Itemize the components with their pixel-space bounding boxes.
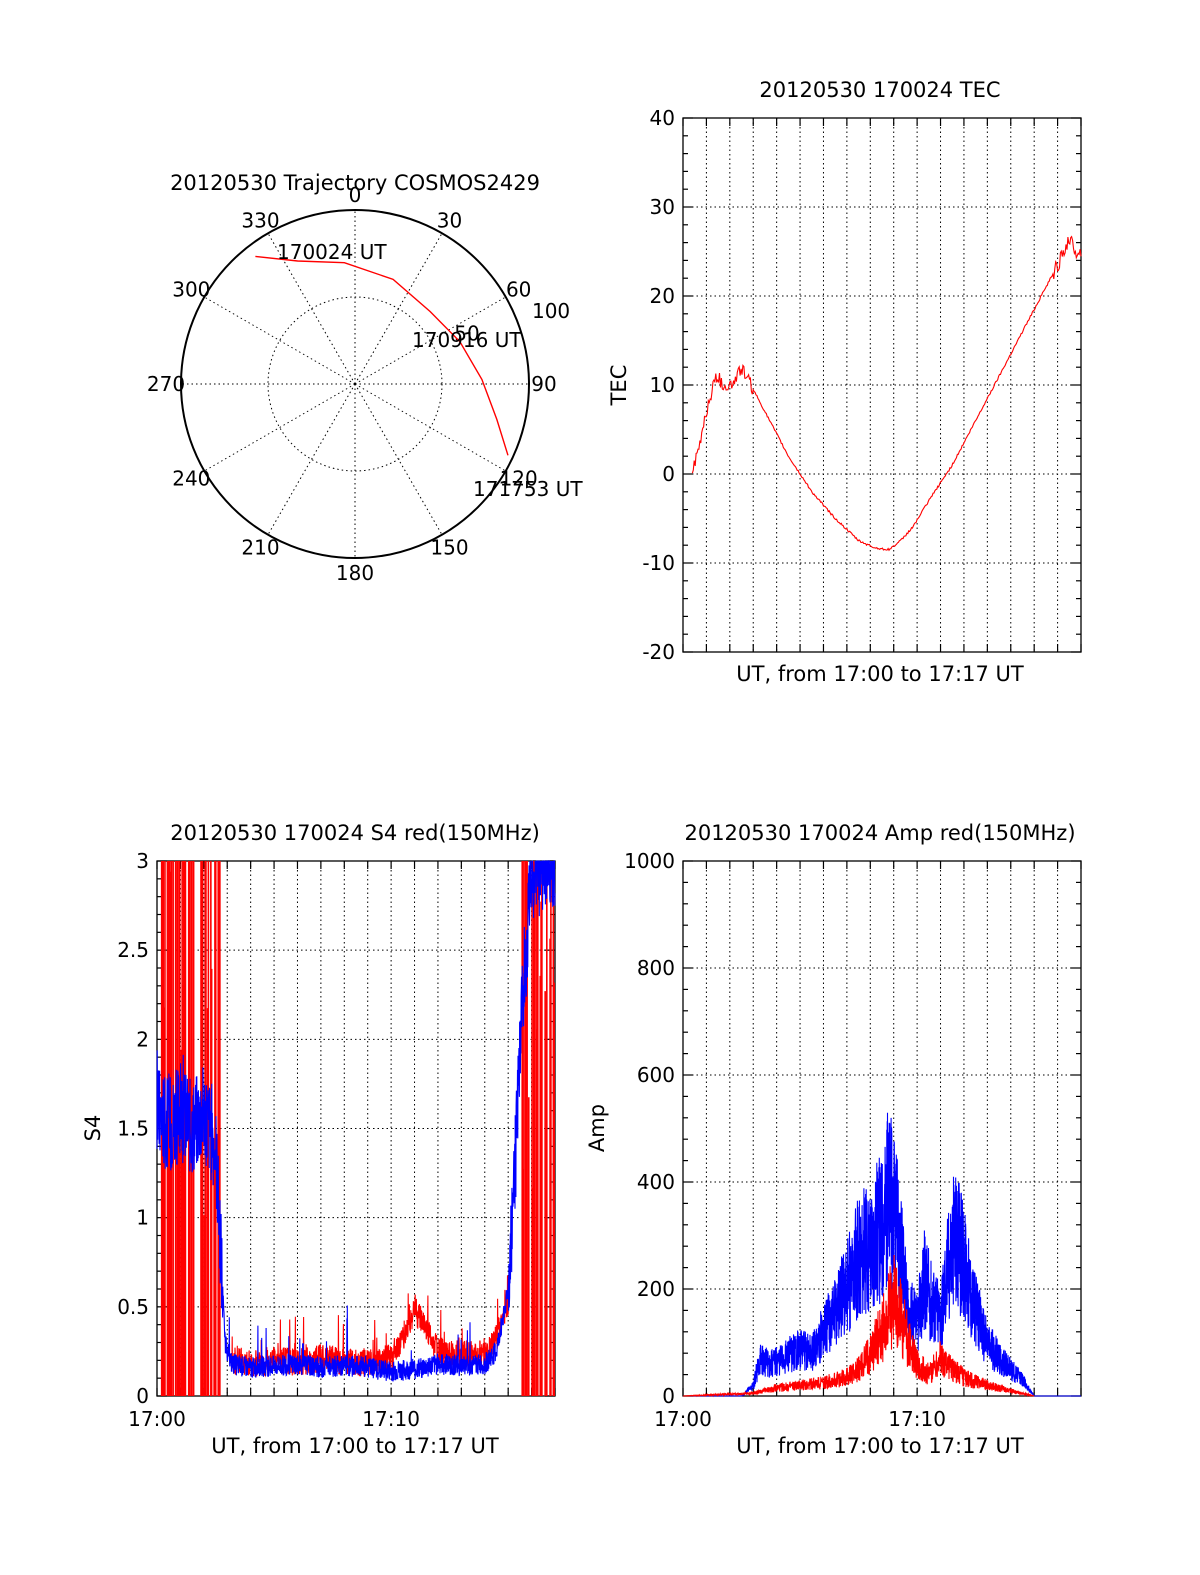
azimuth-label: 30	[437, 208, 462, 232]
plot-frame	[682, 860, 1082, 1397]
polar-spoke	[354, 383, 443, 535]
azimuth-label: 0	[349, 183, 362, 207]
tec-panel: 20120530 170024 TEC UT, from 17:00 to 17…	[607, 78, 1082, 686]
polar-title: 20120530 Trajectory COSMOS2429	[170, 171, 540, 195]
polar-trajectory-panel: 20120530 Trajectory COSMOS2429 0 30 60 90 12…	[147, 171, 583, 585]
azimuth-label: 270	[147, 372, 185, 396]
amp-blue-line	[683, 1112, 1081, 1397]
polar-spoke	[204, 383, 356, 472]
s4-panel: 20120530 170024 S4 red(150MHz) UT, from …	[81, 821, 556, 1458]
ticks: -20 -10 0 10 20 30 40	[642, 106, 1082, 664]
trajectory-line	[255, 255, 509, 456]
polar-spoke	[354, 296, 506, 385]
amp-red-line	[683, 1254, 1035, 1398]
y-tick-label: 10	[650, 373, 675, 397]
annotation-mid: 170916 UT	[412, 328, 522, 352]
y-tick-label: 1.5	[117, 1117, 149, 1141]
amp-title: 20120530 170024 Amp red(150MHz)	[684, 821, 1075, 845]
ticks: 0 200 400 600 800 1000 17:00 17:10	[624, 849, 1082, 1431]
y-tick-label: -20	[642, 640, 675, 664]
y-tick-label: 200	[637, 1277, 675, 1301]
y-tick-label: 1000	[624, 849, 675, 873]
azimuth-label: 60	[506, 278, 531, 302]
polar-spoke	[354, 383, 506, 472]
plot-frame	[682, 117, 1082, 653]
x-tick-label: 17:10	[888, 1407, 946, 1431]
azimuth-label: 240	[172, 467, 210, 491]
y-tick-label: 600	[637, 1063, 675, 1087]
x-tick-label: 17:00	[128, 1407, 186, 1431]
tec-ylabel: TEC	[607, 365, 631, 407]
y-tick-label: 0	[662, 1384, 675, 1408]
x-tick-label: 17:00	[654, 1407, 712, 1431]
y-tick-label: 400	[637, 1170, 675, 1194]
x-tick-label: 17:10	[362, 1407, 420, 1431]
s4-ylabel: S4	[81, 1115, 105, 1142]
trajectory-series	[255, 255, 509, 456]
y-tick-label: 40	[650, 106, 675, 130]
annotation-end: 171753 UT	[473, 477, 583, 501]
azimuth-label: 150	[430, 536, 468, 560]
polar-azimuth-labels: 0 30 60 90 120 150 180 210 240 270 300 330	[147, 183, 557, 585]
y-tick-label: 0.5	[117, 1295, 149, 1319]
polar-outer-circle	[180, 209, 530, 559]
polar-spoke	[267, 383, 356, 535]
y-tick-label: 2	[136, 1027, 149, 1051]
grid	[683, 118, 1081, 652]
polar-spoke	[267, 233, 356, 385]
y-tick-label: -10	[642, 551, 675, 575]
tec-title: 20120530 170024 TEC	[759, 78, 1000, 102]
y-tick-label: 2.5	[117, 938, 149, 962]
polar-grid	[180, 209, 530, 559]
s4-title: 20120530 170024 S4 red(150MHz)	[170, 821, 540, 845]
y-tick-label: 0	[662, 462, 675, 486]
y-tick-label: 3	[136, 849, 149, 873]
polar-spoke	[354, 233, 443, 385]
tec-series-line	[691, 235, 1082, 552]
amp-xlabel: UT, from 17:00 to 17:17 UT	[736, 1434, 1024, 1458]
y-tick-label: 0	[136, 1384, 149, 1408]
azimuth-label: 120	[500, 467, 538, 491]
azimuth-label: 90	[531, 372, 556, 396]
amp-ylabel: Amp	[585, 1104, 609, 1152]
azimuth-label: 300	[172, 278, 210, 302]
polar-spoke	[204, 296, 356, 385]
radius-label: 100	[532, 299, 570, 323]
y-tick-label: 800	[637, 956, 675, 980]
azimuth-label: 330	[241, 208, 279, 232]
azimuth-label: 180	[336, 561, 374, 585]
radius-label: 50	[454, 321, 479, 345]
polar-radius-labels: 50 100	[454, 299, 570, 346]
tec-xlabel: UT, from 17:00 to 17:17 UT	[736, 662, 1024, 686]
azimuth-label: 210	[241, 536, 279, 560]
y-tick-label: 1	[136, 1206, 149, 1230]
y-tick-label: 20	[650, 284, 675, 308]
y-tick-label: 30	[650, 195, 675, 219]
grid	[157, 861, 555, 1396]
annotation-start: 170024 UT	[277, 240, 387, 264]
s4-xlabel: UT, from 17:00 to 17:17 UT	[211, 1434, 499, 1458]
amp-panel: 20120530 170024 Amp red(150MHz) UT, from…	[585, 821, 1082, 1458]
trajectory-annotations: 170024 UT 170916 UT 171753 UT	[277, 240, 583, 501]
s4-blue-line	[156, 860, 556, 1382]
